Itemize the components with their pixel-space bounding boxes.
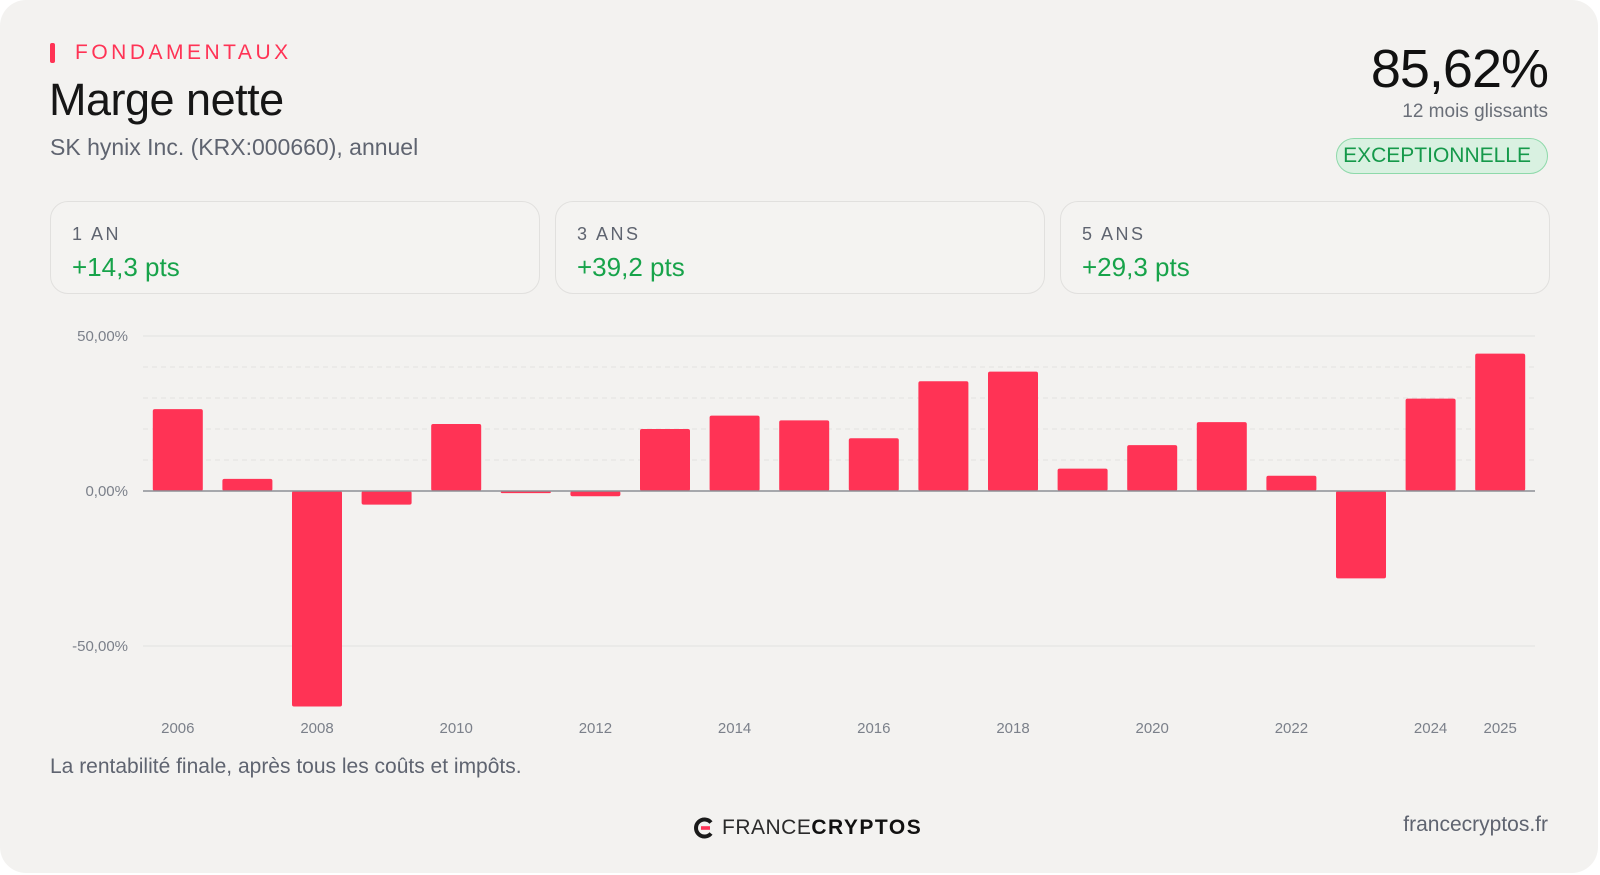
x-tick-label: 2022 bbox=[1275, 720, 1308, 737]
kpi-period: 12 mois glissants bbox=[1402, 101, 1548, 122]
stat-card-5-years: 5 ANS +29,3 pts bbox=[1060, 201, 1550, 294]
bar-2025 bbox=[1475, 353, 1526, 491]
x-tick-label: 2018 bbox=[996, 720, 1029, 737]
stat-card-1-year: 1 AN +14,3 pts bbox=[50, 201, 540, 294]
x-tick-label: 2014 bbox=[718, 720, 751, 737]
brand-mark-icon bbox=[694, 817, 713, 839]
stat-value: +29,3 pts bbox=[1082, 252, 1190, 282]
bar-2018 bbox=[988, 371, 1038, 491]
kpi-value: 85,62% bbox=[1370, 39, 1549, 99]
page-subtitle: SK hynix Inc. (KRX:000660), annuel bbox=[50, 134, 419, 160]
bar-2017 bbox=[918, 381, 969, 491]
bar-2006 bbox=[152, 409, 203, 491]
net-margin-bar-chart: 50,00% 0,00% -50,00% 2006 2008 2010 2012 2014 20… bbox=[72, 328, 1535, 737]
x-tick-label: 2016 bbox=[857, 720, 890, 737]
bar-2013 bbox=[640, 429, 690, 491]
y-tick-label: 50,00% bbox=[77, 328, 128, 345]
x-tick-label: 2008 bbox=[300, 720, 333, 737]
bar-2019 bbox=[1057, 468, 1108, 491]
eyebrow-label: FONDAMENTAUX bbox=[75, 41, 292, 64]
stat-label: 5 ANS bbox=[1082, 224, 1146, 244]
x-tick-label: 2006 bbox=[161, 720, 194, 737]
x-tick-label: 2020 bbox=[1136, 720, 1169, 737]
x-tick-label: 2024 bbox=[1414, 720, 1447, 737]
brand-logo: FRANCE CRYPTOS bbox=[692, 815, 922, 841]
page-title: Marge nette bbox=[49, 74, 284, 125]
stat-label: 3 ANS bbox=[577, 224, 641, 244]
bar-2024 bbox=[1405, 398, 1456, 491]
brand-logo-word-light: FRANCE bbox=[722, 816, 812, 839]
bar-2020 bbox=[1127, 445, 1178, 491]
bar-2022 bbox=[1266, 475, 1317, 491]
bar-2023 bbox=[1336, 491, 1386, 579]
stat-card-3-years: 3 ANS +39,2 pts bbox=[555, 201, 1045, 294]
stat-value: +39,2 pts bbox=[577, 252, 685, 282]
section-eyebrow: FONDAMENTAUX bbox=[50, 41, 292, 64]
x-tick-label: 2010 bbox=[440, 720, 473, 737]
site-url: francecryptos.fr bbox=[1403, 813, 1548, 836]
bar-2007 bbox=[222, 478, 273, 491]
bar-2012 bbox=[570, 491, 621, 497]
bar-2010 bbox=[431, 424, 482, 491]
chart-caption: La rentabilité finale, après tous les co… bbox=[50, 755, 522, 778]
y-tick-label: 0,00% bbox=[85, 483, 128, 500]
bar-2008 bbox=[292, 491, 342, 707]
eyebrow-accent-bar bbox=[50, 43, 55, 63]
rating-badge: EXCEPTIONNELLE bbox=[1336, 138, 1548, 174]
x-tick-label: 2012 bbox=[579, 720, 612, 737]
x-tick-label: 2025 bbox=[1484, 720, 1517, 737]
stat-value: +14,3 pts bbox=[72, 252, 180, 282]
bar-2009 bbox=[361, 491, 412, 505]
bar-2021 bbox=[1196, 422, 1247, 491]
bar-2015 bbox=[779, 420, 830, 491]
y-tick-label: -50,00% bbox=[72, 638, 128, 655]
stat-label: 1 AN bbox=[72, 224, 122, 244]
bar-2016 bbox=[848, 438, 899, 491]
brand-logo-word-bold: CRYPTOS bbox=[811, 816, 923, 839]
bar-2014 bbox=[709, 415, 760, 491]
